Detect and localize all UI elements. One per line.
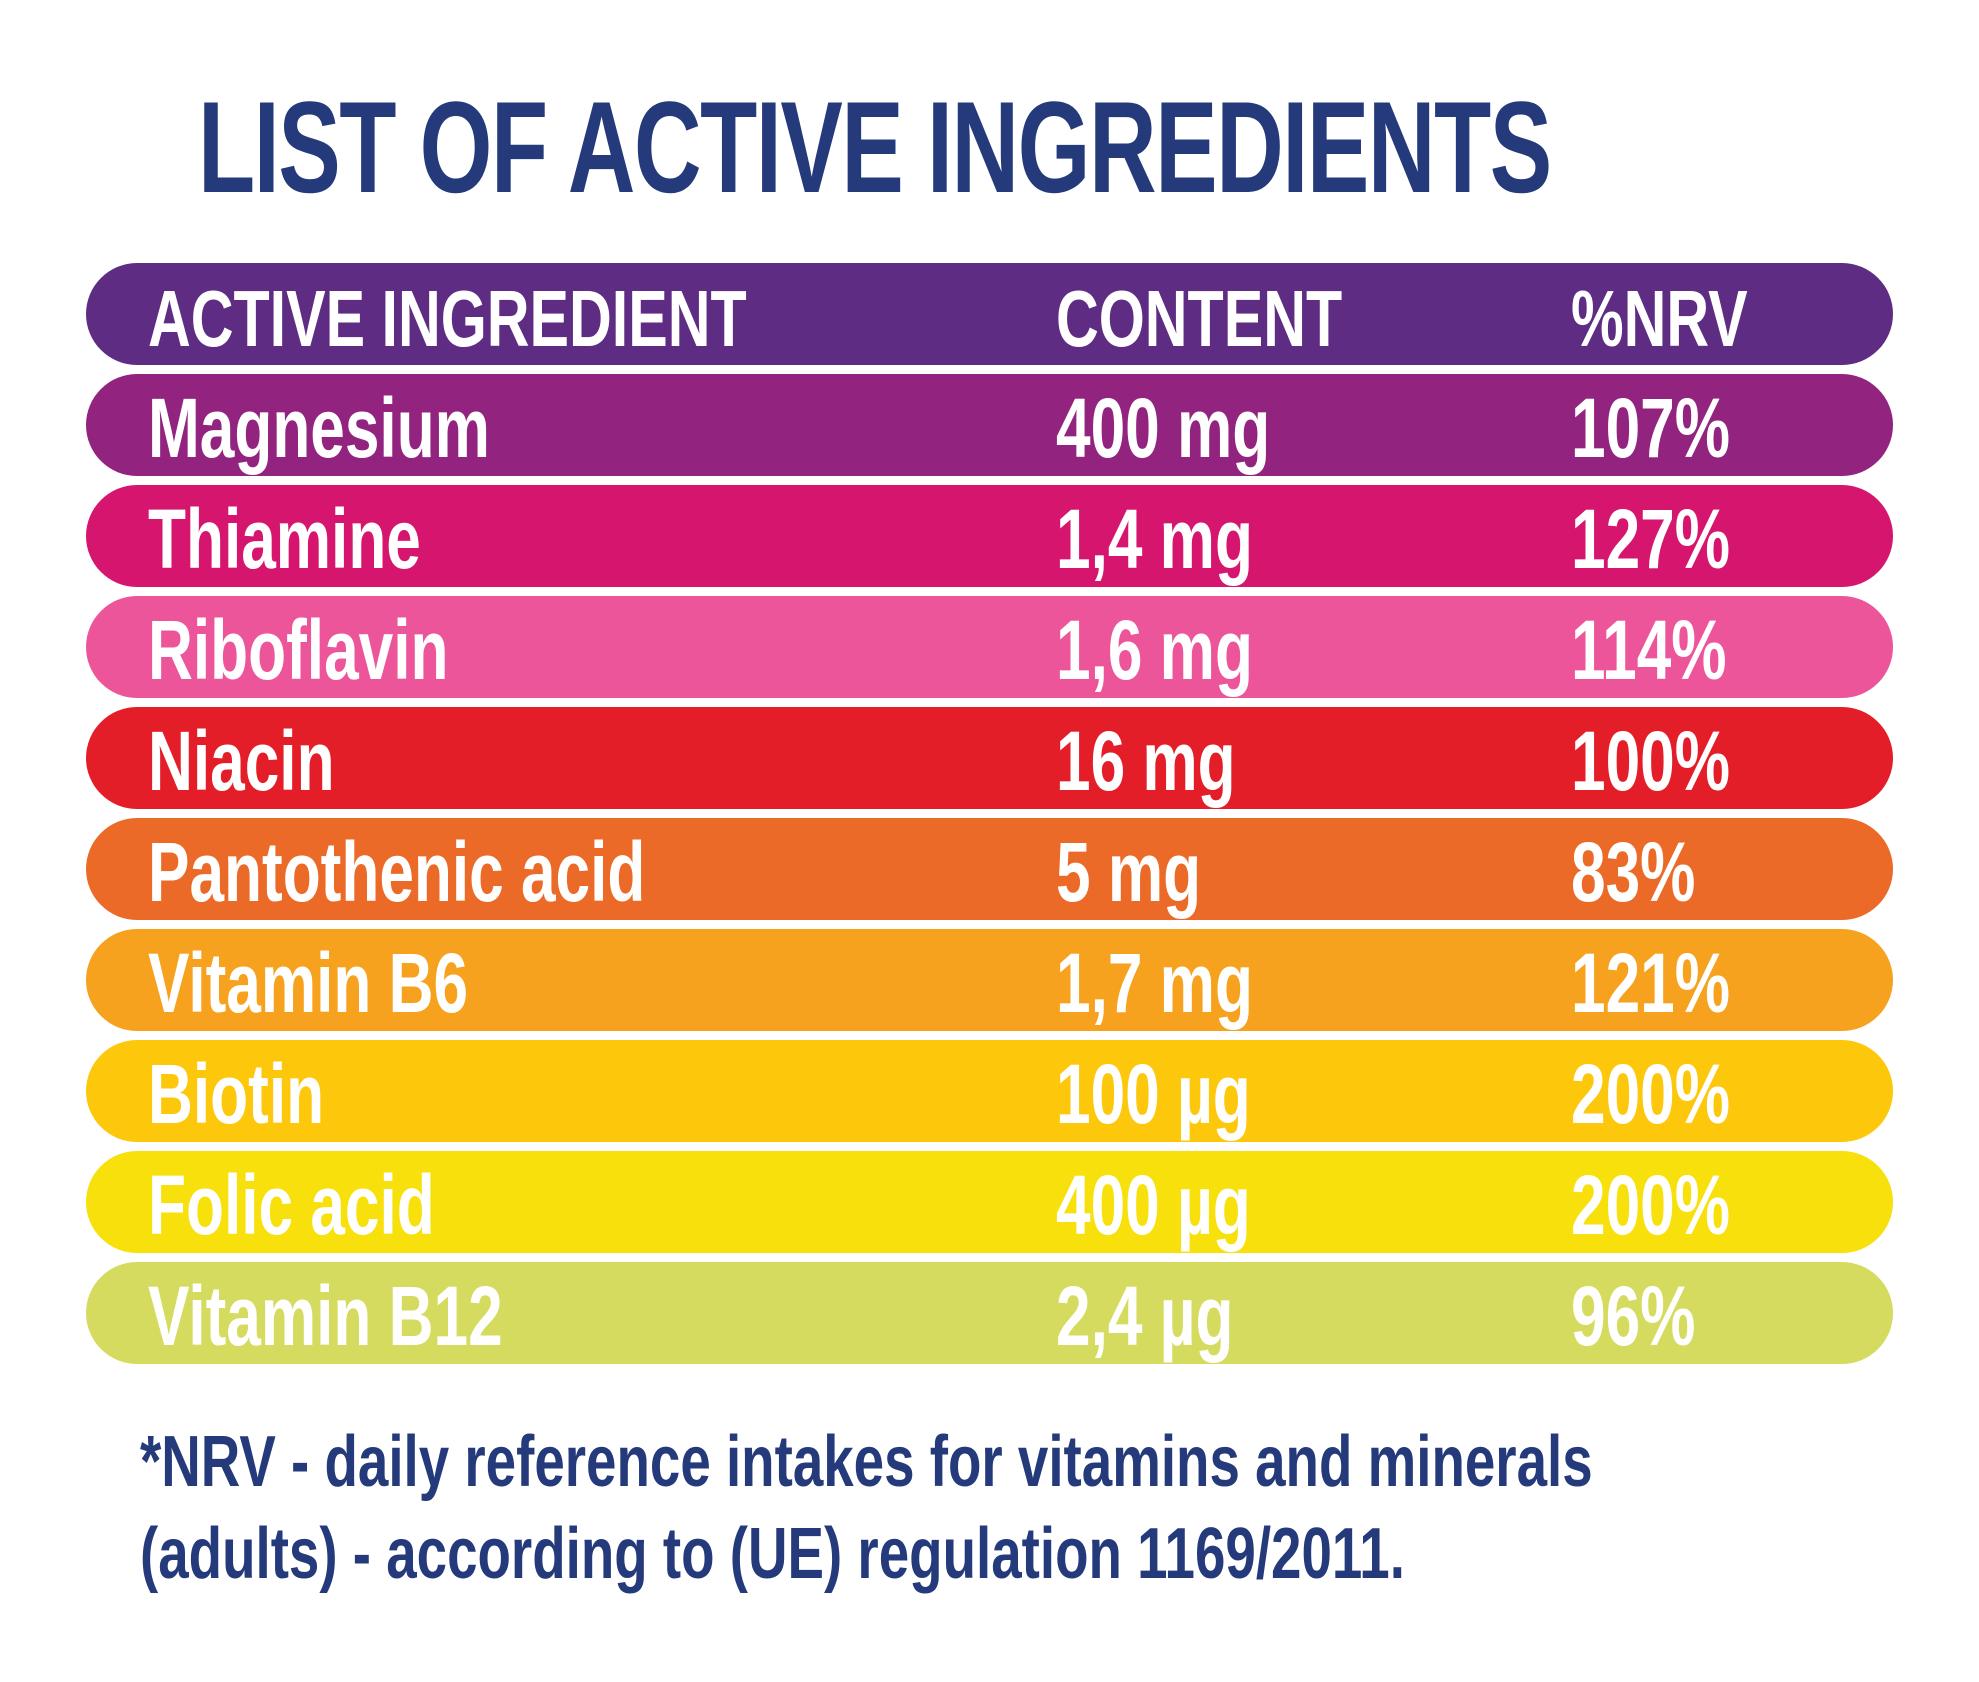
ingredient-name: Pantothenic acid <box>148 825 646 919</box>
header-nrv: %NRV <box>1571 274 1748 363</box>
ingredient-name: Vitamin B6 <box>148 936 469 1030</box>
ingredient-name: Niacin <box>148 714 335 808</box>
ingredient-content: 100 µg <box>1056 1047 1251 1141</box>
table-row: Vitamin B12 2,4 µg 96% <box>86 1262 1893 1364</box>
table-row: Magnesium 400 mg 107% <box>86 374 1893 476</box>
ingredient-name: Riboflavin <box>148 603 449 697</box>
ingredient-content: 5 mg <box>1056 825 1202 919</box>
table-row: Pantothenic acid 5 mg 83% <box>86 818 1893 920</box>
table-header-row: ACTIVE INGREDIENT CONTENT %NRV <box>86 263 1893 365</box>
ingredient-nrv: 200% <box>1571 1047 1730 1141</box>
ingredient-nrv: 200% <box>1571 1158 1730 1252</box>
ingredient-nrv: 100% <box>1571 714 1730 808</box>
ingredient-content: 1,4 mg <box>1056 492 1253 586</box>
ingredient-content: 400 mg <box>1056 381 1271 475</box>
table-row: Folic acid 400 µg 200% <box>86 1151 1893 1253</box>
table-row: Vitamin B6 1,7 mg 121% <box>86 929 1893 1031</box>
header-content: CONTENT <box>1056 274 1343 363</box>
ingredient-content: 16 mg <box>1056 714 1236 808</box>
ingredient-nrv: 107% <box>1571 381 1730 475</box>
ingredient-content: 2,4 µg <box>1056 1269 1234 1363</box>
ingredient-nrv: 121% <box>1571 936 1730 1030</box>
table-row: Thiamine 1,4 mg 127% <box>86 485 1893 587</box>
ingredient-content: 400 µg <box>1056 1158 1251 1252</box>
table-row: Niacin 16 mg 100% <box>86 707 1893 809</box>
nrv-footnote: *NRV - daily reference intakes for vitam… <box>140 1416 1593 1600</box>
ingredient-nrv: 83% <box>1571 825 1696 919</box>
ingredient-nrv: 114% <box>1571 603 1727 697</box>
page-title: LIST OF ACTIVE INGREDIENTS <box>198 74 1552 220</box>
ingredient-name: Folic acid <box>148 1158 435 1252</box>
ingredients-table: ACTIVE INGREDIENT CONTENT %NRV Magnesium… <box>86 263 1893 1373</box>
ingredient-name: Vitamin B12 <box>148 1269 503 1363</box>
table-row: Biotin 100 µg 200% <box>86 1040 1893 1142</box>
footnote-line-1: *NRV - daily reference intakes for vitam… <box>140 1422 1593 1502</box>
table-row: Riboflavin 1,6 mg 114% <box>86 596 1893 698</box>
ingredient-nrv: 127% <box>1571 492 1730 586</box>
ingredient-name: Biotin <box>148 1047 325 1141</box>
ingredient-content: 1,7 mg <box>1056 936 1253 1030</box>
footnote-line-2: (adults) - according to (UE) regulation … <box>140 1514 1405 1594</box>
ingredient-name: Magnesium <box>148 381 490 475</box>
ingredient-nrv: 96% <box>1571 1269 1696 1363</box>
ingredient-name: Thiamine <box>148 492 421 586</box>
header-active-ingredient: ACTIVE INGREDIENT <box>148 274 747 363</box>
ingredient-content: 1,6 mg <box>1056 603 1253 697</box>
